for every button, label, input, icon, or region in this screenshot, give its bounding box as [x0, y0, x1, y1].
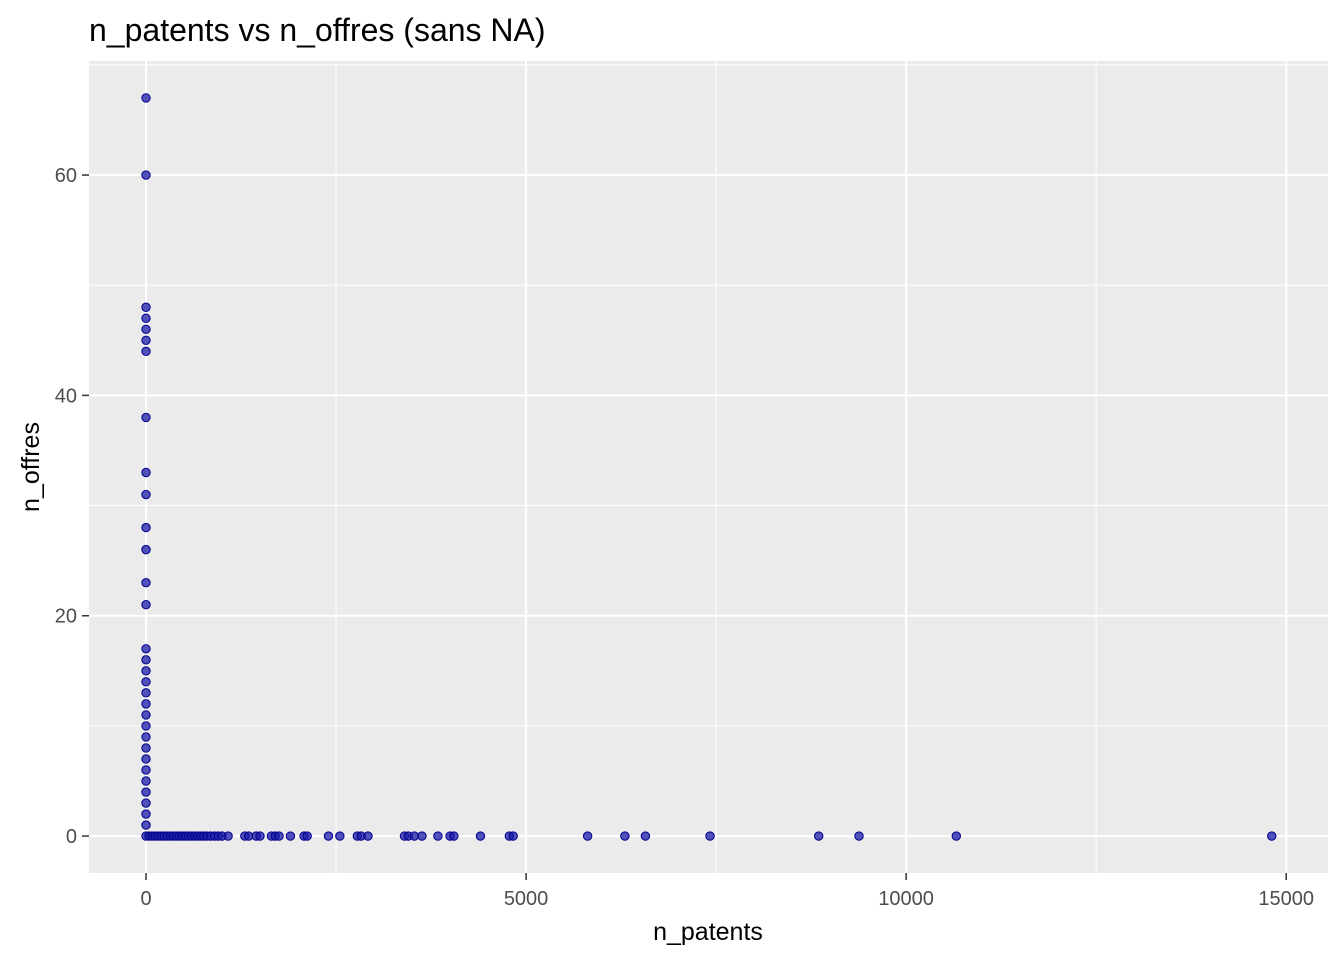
data-point: [224, 832, 232, 840]
x-axis: 0 5000 10000 15000: [140, 873, 1314, 910]
data-point: [142, 678, 150, 686]
y-tick-label: 60: [55, 165, 77, 187]
y-tick-label: 40: [55, 385, 77, 407]
data-point: [364, 832, 372, 840]
data-point: [142, 711, 150, 719]
data-point: [434, 832, 442, 840]
data-point: [142, 303, 150, 311]
data-point: [286, 832, 294, 840]
data-point: [641, 832, 649, 840]
data-point: [142, 777, 150, 785]
data-point: [142, 722, 150, 730]
data-point: [142, 601, 150, 609]
data-point: [476, 832, 484, 840]
data-point: [418, 832, 426, 840]
data-point: [142, 490, 150, 498]
data-point: [142, 413, 150, 421]
data-point: [1268, 832, 1276, 840]
data-point: [142, 667, 150, 675]
data-point: [256, 832, 264, 840]
data-point: [142, 325, 150, 333]
data-point: [142, 755, 150, 763]
data-point: [142, 689, 150, 697]
data-point: [855, 832, 863, 840]
data-point: [275, 832, 283, 840]
data-point: [142, 545, 150, 553]
data-point: [142, 766, 150, 774]
data-point: [142, 171, 150, 179]
data-point: [142, 733, 150, 741]
data-point: [706, 832, 714, 840]
plot-panel: [89, 61, 1328, 873]
data-point: [142, 578, 150, 586]
x-axis-label: n_patents: [653, 918, 763, 946]
data-point: [142, 468, 150, 476]
data-point: [142, 336, 150, 344]
y-axis: 0 20 40 60: [55, 165, 89, 848]
data-point: [142, 645, 150, 653]
data-point: [336, 832, 344, 840]
data-point: [142, 799, 150, 807]
chart-title: n_patents vs n_offres (sans NA): [89, 12, 546, 48]
data-point: [303, 832, 311, 840]
data-point: [324, 832, 332, 840]
x-tick-label: 0: [140, 888, 151, 910]
data-point: [142, 314, 150, 322]
data-point: [142, 347, 150, 355]
data-point: [952, 832, 960, 840]
data-point: [142, 810, 150, 818]
y-axis-label: n_offres: [17, 422, 45, 512]
x-tick-label: 5000: [504, 888, 549, 910]
y-tick-label: 20: [55, 606, 77, 628]
data-point: [509, 832, 517, 840]
data-point: [142, 523, 150, 531]
data-point: [583, 832, 591, 840]
data-point: [142, 656, 150, 664]
x-tick-label: 10000: [878, 888, 934, 910]
data-point: [142, 788, 150, 796]
data-point: [621, 832, 629, 840]
data-point: [142, 744, 150, 752]
data-point: [142, 821, 150, 829]
data-point: [142, 94, 150, 102]
x-tick-label: 15000: [1258, 888, 1314, 910]
y-tick-label: 0: [66, 826, 77, 848]
data-point: [815, 832, 823, 840]
data-point: [142, 700, 150, 708]
data-point: [450, 832, 458, 840]
